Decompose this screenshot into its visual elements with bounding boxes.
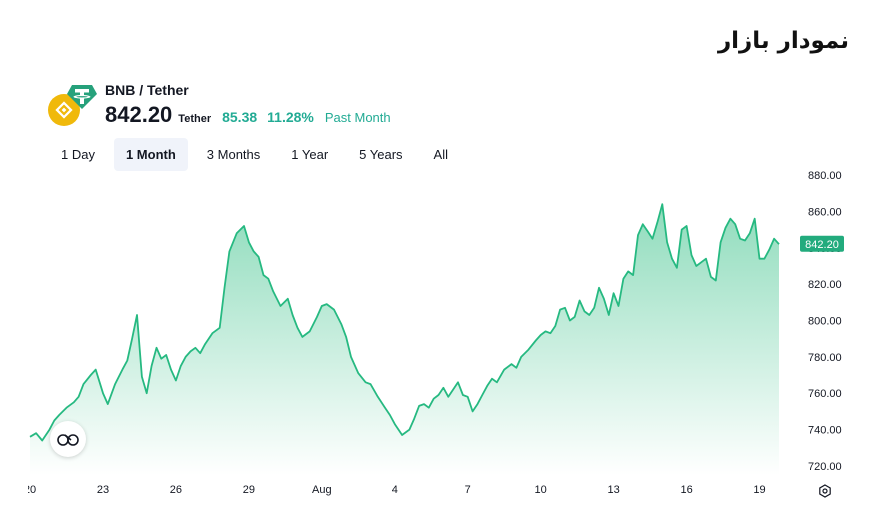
x-tick-label: 19 bbox=[753, 484, 765, 496]
x-tick-label: 10 bbox=[535, 484, 547, 496]
coin-icons bbox=[48, 80, 108, 130]
y-tick-label: 860.00 bbox=[808, 206, 842, 218]
y-tick-label: 720.00 bbox=[808, 461, 842, 473]
x-tick-label: 26 bbox=[170, 484, 182, 496]
last-price-label-bg bbox=[800, 235, 844, 252]
pair-name: BNB / Tether bbox=[105, 82, 189, 98]
quote-unit: Tether bbox=[178, 113, 212, 125]
price-line bbox=[29, 203, 780, 442]
x-tick-label: 29 bbox=[243, 484, 255, 496]
x-tick-label: 23 bbox=[97, 484, 109, 496]
last-price-label: 842.20 bbox=[805, 239, 839, 251]
change-period-label: Past Month bbox=[324, 110, 391, 125]
range-tab-1-day[interactable]: 1 Day bbox=[61, 147, 95, 162]
x-axis: 20 23 26 29 Aug 4 7 10 13 16 19 bbox=[28, 484, 766, 496]
price-chart: 880.00860.00840.00820.00800.00780.00760.… bbox=[28, 170, 844, 496]
x-tick-label: 13 bbox=[608, 484, 620, 496]
price-change-percent: 11.28% bbox=[267, 109, 314, 125]
x-tick-label: 16 bbox=[680, 484, 692, 496]
bnb-coin-icon bbox=[48, 94, 80, 126]
chart-widget: 880.00860.00840.00820.00800.00780.00760.… bbox=[28, 66, 850, 506]
y-tick-label: 820.00 bbox=[808, 279, 842, 291]
x-tick-label: 7 bbox=[465, 484, 471, 496]
price-area-fill bbox=[30, 204, 779, 475]
y-tick-label: 800.00 bbox=[808, 316, 842, 328]
settings-icon bbox=[819, 484, 831, 498]
range-tab-1-month[interactable]: 1 Month bbox=[113, 138, 188, 171]
chart-logo-icon bbox=[57, 434, 79, 446]
price-change-absolute: 85.38 bbox=[222, 109, 258, 125]
price-row: 842.20 Tether 85.38 11.28% Past Month bbox=[105, 102, 391, 128]
y-tick-label: 740.00 bbox=[808, 425, 842, 437]
current-price: 842.20 bbox=[105, 102, 173, 127]
y-tick-label: 760.00 bbox=[808, 388, 842, 400]
y-tick-label: 780.00 bbox=[808, 352, 842, 364]
y-tick-label: 880.00 bbox=[808, 170, 842, 182]
x-tick-label: 4 bbox=[392, 484, 398, 496]
last-price-tag: 842.20 bbox=[800, 235, 844, 252]
chart-settings-button[interactable] bbox=[817, 483, 833, 499]
range-tab-1-year[interactable]: 1 Year bbox=[291, 147, 329, 162]
page-title: نمودار بازار bbox=[717, 28, 849, 54]
time-range-tabs: 1 Day 1 Month 3 Months 1 Year 5 Years Al… bbox=[49, 138, 467, 171]
chart-logo-badge[interactable] bbox=[50, 421, 86, 457]
range-tab-all[interactable]: All bbox=[433, 147, 448, 162]
x-tick-label: Aug bbox=[312, 484, 332, 496]
y-axis: 880.00860.00840.00820.00800.00780.00760.… bbox=[808, 170, 842, 473]
range-tab-3-months[interactable]: 3 Months bbox=[206, 147, 261, 162]
range-tab-5-years[interactable]: 5 Years bbox=[359, 147, 403, 162]
x-tick-label: 20 bbox=[28, 484, 36, 496]
tether-coin-icon bbox=[67, 85, 97, 109]
